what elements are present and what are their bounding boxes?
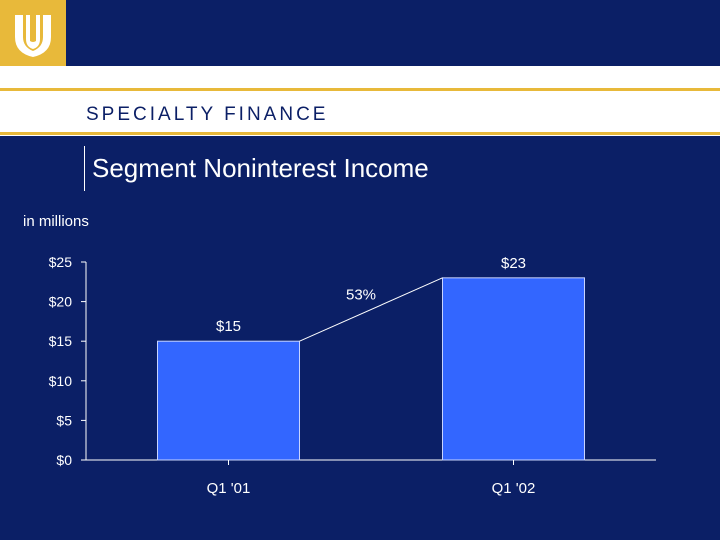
data-label: $23 (501, 255, 526, 272)
slide-title: Segment Noninterest Income (92, 153, 429, 183)
y-tick-label: $0 (56, 452, 72, 468)
y-tick-label: $25 (49, 254, 73, 270)
header-bar (0, 0, 720, 66)
units-label: in millions (23, 213, 89, 230)
growth-annotation: 53% (346, 287, 376, 304)
x-tick-label: Q1 '01 (207, 480, 251, 497)
x-tick-label: Q1 '02 (492, 480, 536, 497)
section-label: SPECIALTY FINANCE (86, 104, 329, 125)
data-label: $15 (216, 318, 241, 335)
divider-top (0, 88, 720, 91)
logo (0, 0, 66, 66)
section-band (0, 66, 720, 136)
y-tick-label: $20 (49, 294, 73, 310)
y-tick-label: $10 (49, 373, 73, 389)
bar (442, 277, 585, 461)
title-divider (84, 146, 85, 191)
y-tick-label: $15 (49, 333, 73, 349)
bar (157, 340, 300, 461)
three-chevron-shield-icon (15, 15, 51, 57)
divider-bottom (0, 132, 720, 135)
y-tick-label: $5 (56, 412, 72, 428)
growth-line (299, 277, 443, 342)
